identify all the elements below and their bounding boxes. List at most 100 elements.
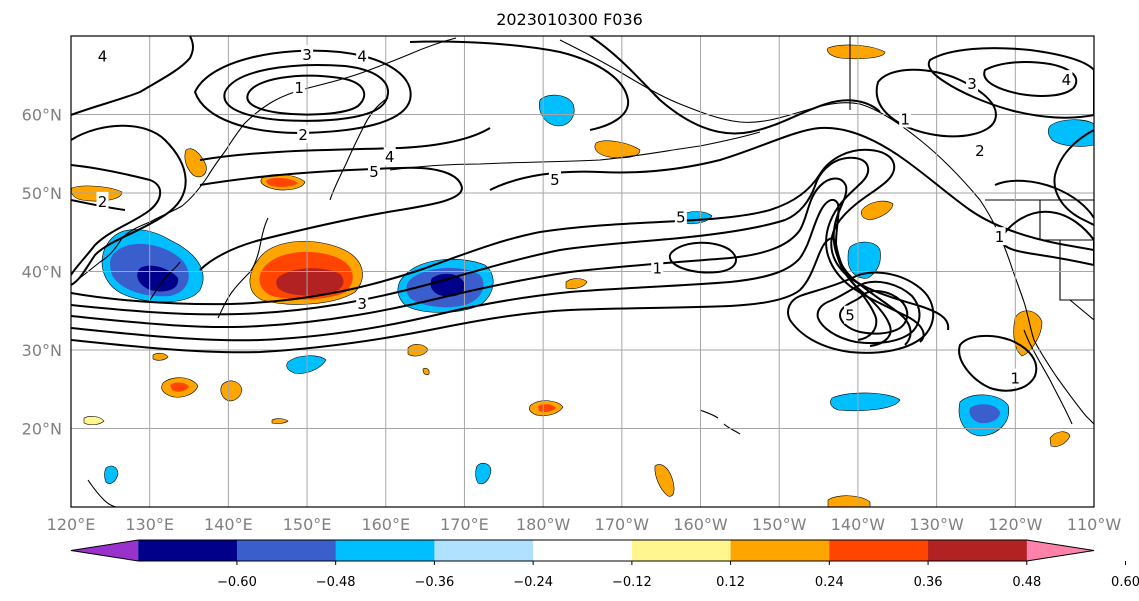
contour-label: 1	[900, 110, 910, 128]
negative-anomaly-area	[475, 462, 492, 485]
contour-label-background	[844, 305, 857, 324]
contour-line	[668, 241, 737, 274]
positive-anomaly-area	[83, 416, 105, 426]
contour-line	[998, 210, 1094, 267]
contour-label: 5	[369, 163, 379, 181]
contour-label: 4	[385, 148, 395, 166]
contour-label: 2	[298, 126, 308, 144]
longitude-tick-label: 160°W	[673, 515, 728, 534]
longitude-tick-label: 160°E	[361, 515, 410, 534]
longitude-tick-label: 120°E	[47, 515, 96, 534]
contour-label-background	[297, 125, 310, 144]
shaded-anomaly-layer	[71, 44, 1094, 507]
contour-line	[816, 280, 921, 345]
colorbar-segment	[928, 540, 1028, 561]
contour-label: 4	[1062, 71, 1072, 89]
map-title: 2023010300 F036	[496, 10, 643, 29]
negative-anomaly-area	[1047, 119, 1094, 147]
contour-line	[71, 148, 950, 331]
longitude-tick-label: 150°E	[283, 515, 332, 534]
latitude-tick-label: 60°N	[22, 106, 62, 125]
colorbar-tick-label: 0.12	[716, 575, 745, 590]
negative-anomaly-area	[539, 94, 575, 127]
contour-line	[589, 36, 881, 135]
longitude-tick-label: 110°W	[1067, 515, 1122, 534]
longitude-tick-label: 170°E	[440, 515, 489, 534]
contour-line	[199, 127, 491, 161]
colorbar	[70, 539, 1095, 562]
contour-label: 1	[995, 228, 1005, 246]
longitude-tick-label: 130°E	[125, 515, 174, 534]
latitude-tick-label: 20°N	[22, 420, 62, 439]
contour-label-background	[966, 74, 979, 93]
contour-label-background	[1060, 70, 1073, 89]
korea-coastline	[149, 261, 181, 301]
colorbar-tick-label: −0.24	[513, 575, 553, 590]
positive-anomaly-area	[827, 495, 871, 507]
contour-label: 3	[302, 46, 312, 64]
contour-label-background	[293, 78, 306, 97]
colorbar-extend-low	[71, 540, 139, 561]
colorbar-segment	[829, 540, 929, 561]
contour-line	[787, 271, 935, 354]
contour-label-background	[651, 258, 664, 277]
contour-label-background	[96, 191, 109, 210]
colorbar-tick-label: −0.60	[217, 575, 257, 590]
contour-label: 5	[550, 171, 560, 189]
positive-anomaly-area	[654, 464, 675, 497]
colorbar-tick-label: −0.36	[414, 575, 454, 590]
latitude-tick-label: 30°N	[22, 341, 62, 360]
contour-label-background	[383, 147, 396, 166]
contour-label: 4	[98, 48, 108, 66]
colorbar-segment	[730, 540, 830, 561]
longitude-tick-label: 180°W	[516, 515, 571, 534]
negative-anomaly-area	[969, 404, 1000, 424]
positive-anomaly-area	[861, 200, 894, 221]
contour-layer	[71, 36, 1094, 392]
contour-label: 1	[294, 79, 304, 97]
contour-label: 3	[967, 75, 977, 93]
positive-anomaly-area	[271, 418, 289, 424]
longitude-tick-label: 170°W	[595, 515, 650, 534]
map-frame	[70, 35, 1095, 508]
longitude-tick-labels: 120°E 130°E 140°E 150°E 160°E 170°E 180°W 170°W…	[47, 515, 1122, 534]
na-west-coastline	[1011, 267, 1094, 425]
positive-anomaly-area	[538, 404, 556, 412]
colorbar-tick-label: 0.24	[815, 575, 844, 590]
contour-label: 5	[845, 307, 855, 325]
philippines-coastline	[87, 479, 117, 507]
alaska-coastline	[559, 39, 1013, 269]
positive-anomaly-area	[422, 367, 430, 376]
positive-anomaly-area	[565, 278, 588, 290]
contour-line	[223, 64, 390, 122]
positive-anomaly-area	[594, 140, 641, 159]
contour-label-background	[899, 109, 912, 128]
negative-anomaly-area	[137, 265, 179, 292]
contour-line	[489, 126, 1094, 251]
longitude-tick-label: 140°E	[204, 515, 253, 534]
contour-label: 2	[98, 193, 108, 211]
colorbar-segment	[335, 540, 435, 561]
contour-label-background	[367, 162, 380, 181]
positive-anomaly-area	[276, 268, 344, 296]
colorbar-tick-label: 0.60	[1111, 575, 1139, 590]
colorbar-segment	[434, 540, 534, 561]
contour-line	[838, 290, 909, 335]
longitude-tick-label: 130°W	[909, 515, 964, 534]
longitude-tick-label: 140°W	[831, 515, 886, 534]
colorbar-segment	[631, 540, 732, 561]
aleutian-islands	[389, 131, 761, 171]
positive-anomaly-area	[170, 382, 189, 392]
positive-anomaly-area	[827, 44, 886, 60]
colorbar-outline	[70, 539, 1095, 562]
baja-coastline	[1023, 329, 1073, 425]
latitude-tick-label: 50°N	[22, 184, 62, 203]
contour-label: 5	[676, 209, 686, 227]
contour-line	[983, 61, 1078, 97]
contour-label-background	[973, 140, 986, 159]
us-canada-border	[985, 199, 1094, 321]
contour-line	[246, 74, 366, 116]
negative-anomaly-area	[830, 392, 901, 411]
negative-anomaly-area	[430, 273, 466, 297]
contour-line	[71, 177, 912, 346]
